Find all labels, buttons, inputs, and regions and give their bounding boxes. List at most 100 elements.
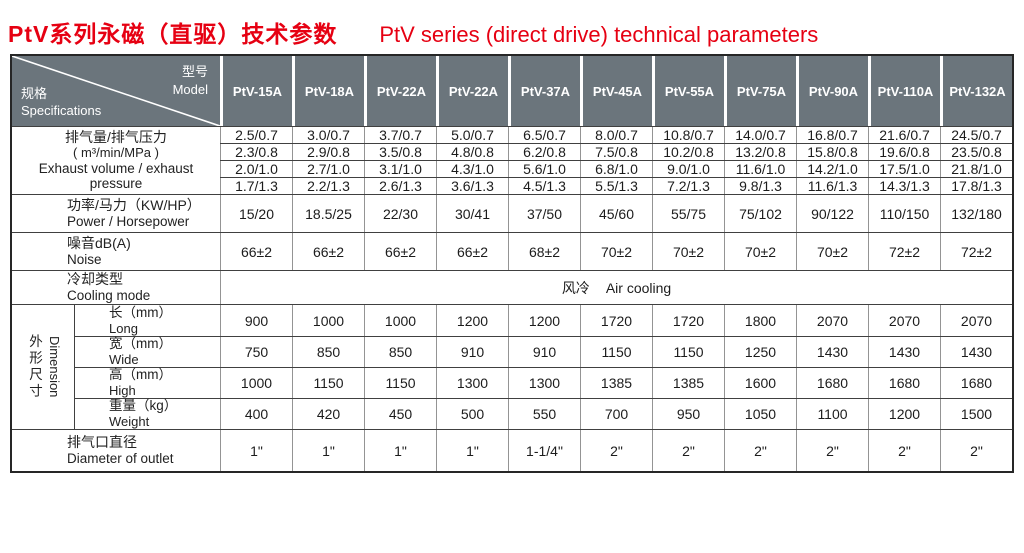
- table-cell: 700: [580, 399, 652, 429]
- row-label-line: High: [109, 383, 136, 399]
- table-row: 1.7/1.3 2.2/1.3 2.6/1.3 3.6/1.3 4.5/1.3 5.5/1…: [220, 177, 1012, 194]
- model-header-cell: PtV-22A: [436, 56, 508, 126]
- table-cell: 90/122: [796, 195, 868, 232]
- table-cell: 3.6/1.3: [436, 178, 508, 194]
- table-cell: 14.2/1.0: [796, 161, 868, 177]
- table-cell: 950: [652, 399, 724, 429]
- table-cell: 2": [868, 430, 940, 471]
- cooling-value-en: Air cooling: [605, 279, 672, 296]
- table-cell: 18.5/25: [292, 195, 364, 232]
- table-cell: 21.6/0.7: [868, 127, 940, 143]
- table-cell: 11.6/1.3: [796, 178, 868, 194]
- row-label-line: Diameter of outlet: [67, 450, 174, 466]
- table-cell: 110/150: [868, 195, 940, 232]
- table-cell: 14.0/0.7: [724, 127, 796, 143]
- row-label-line: 重量（kg）: [109, 398, 178, 414]
- row-label-weight: 重量（kg） Weight: [74, 398, 220, 430]
- row-label-line: Long: [109, 320, 138, 336]
- table-cell: 2": [940, 430, 1012, 471]
- model-header-cell: PtV-55A: [652, 56, 724, 126]
- table-cell: 3.7/0.7: [364, 127, 436, 143]
- table-cell: 10.2/0.8: [652, 144, 724, 160]
- row-label-cooling: 冷却类型 Cooling mode: [12, 271, 220, 304]
- table-cell: 2.2/1.3: [292, 178, 364, 194]
- dimension-strip-en: Dimension: [47, 336, 62, 398]
- table-cell: 132/180: [940, 195, 1012, 232]
- table-cell: 1100: [796, 399, 868, 429]
- parameters-table: 型号 Model 规格 Specifications PtV-15A PtV-18…: [10, 54, 1014, 473]
- table-cell: 55/75: [652, 195, 724, 232]
- model-header-cell: PtV-22A: [364, 56, 436, 126]
- table-cell: 4.8/0.8: [436, 144, 508, 160]
- row-label-line: 排气口直径: [67, 434, 137, 451]
- table-cell: 72±2: [868, 233, 940, 270]
- table-cell: 1430: [796, 337, 868, 367]
- diagonal-divider-line: [12, 56, 220, 126]
- section-cooling: 冷却类型 Cooling mode 风冷 Air cooling: [12, 270, 1012, 304]
- dimension-strip-zh: 外形尺寸: [27, 334, 42, 400]
- corner-spec-label: 规格 Specifications: [21, 85, 101, 120]
- table-cell: 1300: [436, 368, 508, 398]
- table-cell: 23.5/0.8: [940, 144, 1012, 160]
- table-cell: 8.0/0.7: [580, 127, 652, 143]
- table-cell: 850: [292, 337, 364, 367]
- corner-model-zh: 型号: [181, 64, 208, 79]
- table-cell: 1430: [940, 337, 1012, 367]
- model-header-cell: PtV-110A: [868, 56, 940, 126]
- model-header-cell: PtV-15A: [220, 56, 292, 126]
- row-label-line: Exhaust volume / exhaust pressure: [38, 160, 194, 192]
- section-power: 功率/马力（KW/HP） Power / Horsepower 15/20 18.5/…: [12, 194, 1012, 232]
- model-header-cell: PtV-132A: [940, 56, 1012, 126]
- row-label-line: 长（mm）: [109, 304, 172, 320]
- model-header-cell: PtV-37A: [508, 56, 580, 126]
- table-cell: 45/60: [580, 195, 652, 232]
- table-cell: 68±2: [508, 233, 580, 270]
- corner-cell: 型号 Model 规格 Specifications: [12, 56, 220, 126]
- table-cell: 1720: [580, 305, 652, 336]
- table-cell: 3.1/1.0: [364, 161, 436, 177]
- row-label-line: 高（mm）: [109, 367, 172, 383]
- row-label-line: Noise: [67, 251, 102, 267]
- page-title-en: PtV series (direct drive) technical para…: [379, 22, 819, 47]
- table-cell: 5.6/1.0: [508, 161, 580, 177]
- table-row: 长（mm） Long 900 1000 1000 1200 1200 1720 1720 1800…: [74, 305, 1012, 336]
- table-cell: 3.0/0.7: [292, 127, 364, 143]
- section-noise: 噪音dB(A) Noise 66±2 66±2 66±2 66±2 68±2 70±2 70±2…: [12, 232, 1012, 270]
- row-label-power: 功率/马力（KW/HP） Power / Horsepower: [12, 195, 220, 232]
- table-cell: 1": [436, 430, 508, 471]
- table-cell: 2.9/0.8: [292, 144, 364, 160]
- table-cell: 450: [364, 399, 436, 429]
- table-cell: 16.8/0.7: [796, 127, 868, 143]
- table-cell: 6.5/0.7: [508, 127, 580, 143]
- table-cell: 70±2: [652, 233, 724, 270]
- table-cell: 9.8/1.3: [724, 178, 796, 194]
- table-cell: 10.8/0.7: [652, 127, 724, 143]
- table-cell: 1000: [292, 305, 364, 336]
- table-cell: 1-1/4": [508, 430, 580, 471]
- corner-spec-zh: 规格: [21, 85, 48, 101]
- page-header: PtV系列永磁（直驱）技术参数 PtV series (direct drive…: [0, 0, 1024, 54]
- table-cell: 21.8/1.0: [940, 161, 1012, 177]
- table-cell: 1680: [868, 368, 940, 398]
- table-cell: 24.5/0.7: [940, 127, 1012, 143]
- table-cell: 910: [508, 337, 580, 367]
- table-cell: 5.0/0.7: [436, 127, 508, 143]
- table-cell: 2070: [796, 305, 868, 336]
- row-label-wide: 宽（mm） Wide: [74, 336, 220, 367]
- row-label-line: ( m³/min/MPa ): [73, 145, 159, 161]
- table-cell: 3.5/0.8: [364, 144, 436, 160]
- table-cell: 1680: [940, 368, 1012, 398]
- table-cell: 11.6/1.0: [724, 161, 796, 177]
- table-cell: 1": [364, 430, 436, 471]
- table-cell: 1720: [652, 305, 724, 336]
- table-body: 排气量/排气压力( m³/min/MPa ) Exhaust volume / e…: [12, 126, 1012, 471]
- table-row: 2.3/0.8 2.9/0.8 3.5/0.8 4.8/0.8 6.2/0.8 7.5/0…: [220, 143, 1012, 160]
- table-cell: 1.7/1.3: [220, 178, 292, 194]
- table-cell: 1430: [868, 337, 940, 367]
- table-cell: 1150: [364, 368, 436, 398]
- row-label-line: Weight: [109, 414, 150, 430]
- table-cell: 6.2/0.8: [508, 144, 580, 160]
- table-cell: 1050: [724, 399, 796, 429]
- table-cell: 1150: [292, 368, 364, 398]
- dimension-rows: 长（mm） Long 900 1000 1000 1200 1200 1720 1720 1800…: [74, 305, 1012, 429]
